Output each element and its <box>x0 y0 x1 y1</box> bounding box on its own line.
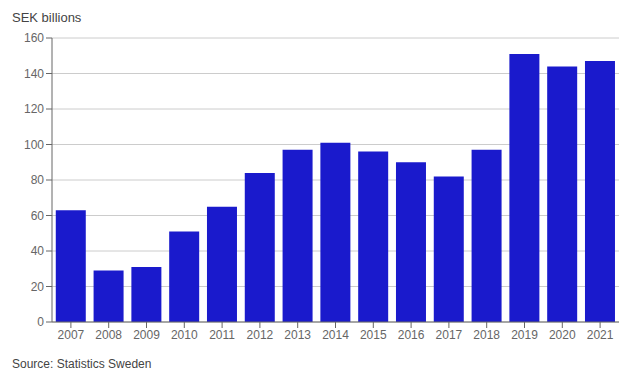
svg-text:2020: 2020 <box>549 328 576 342</box>
svg-text:2012: 2012 <box>247 328 274 342</box>
svg-text:120: 120 <box>24 102 44 116</box>
svg-text:140: 140 <box>24 67 44 81</box>
svg-text:2017: 2017 <box>436 328 463 342</box>
svg-text:0: 0 <box>37 315 44 329</box>
svg-text:100: 100 <box>24 138 44 152</box>
svg-text:2021: 2021 <box>587 328 614 342</box>
html-text:SEK billions: SEK billions <box>12 10 82 25</box>
html-text:Source: Statistics Sweden: Source: Statistics Sweden <box>12 357 152 371</box>
svg-text:2015: 2015 <box>360 328 387 342</box>
svg-text:2011: 2011 <box>209 328 235 342</box>
svg-text:2018: 2018 <box>473 328 500 342</box>
svg-text:40: 40 <box>31 244 45 258</box>
svg-text:160: 160 <box>24 31 44 45</box>
svg-text:80: 80 <box>31 173 45 187</box>
svg-text:2007: 2007 <box>58 328 85 342</box>
svg-text:2013: 2013 <box>284 328 311 342</box>
svg-text:2009: 2009 <box>133 328 160 342</box>
svg-text:20: 20 <box>31 280 45 294</box>
svg-text:60: 60 <box>31 209 45 223</box>
svg-text:2014: 2014 <box>322 328 349 342</box>
svg-text:2019: 2019 <box>511 328 538 342</box>
svg-text:2010: 2010 <box>171 328 198 342</box>
svg-text:2008: 2008 <box>95 328 122 342</box>
svg-text:2016: 2016 <box>398 328 425 342</box>
